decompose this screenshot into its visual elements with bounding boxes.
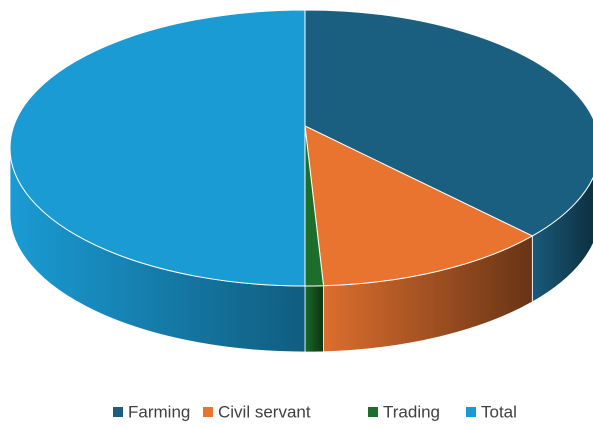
legend-label: Civil servant <box>218 402 311 421</box>
legend-label: Total <box>481 402 517 421</box>
legend-swatch <box>203 407 213 417</box>
legend-label: Trading <box>383 402 440 421</box>
slice <box>9 9 306 287</box>
slice <box>304 9 593 237</box>
slice <box>304 125 534 287</box>
slice-side <box>304 285 324 353</box>
legend-swatch <box>113 407 123 417</box>
legend-label: Farming <box>128 402 190 421</box>
legend-swatch <box>368 407 378 417</box>
legend-swatch <box>466 407 476 417</box>
